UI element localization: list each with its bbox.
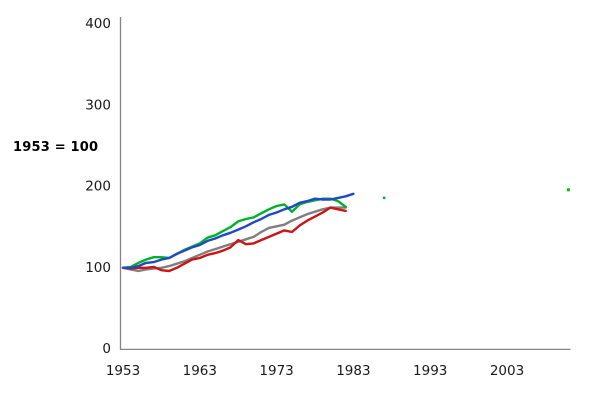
x-tick-label: 1983: [336, 363, 370, 379]
y-tick-label: 300: [85, 97, 111, 113]
blue-series-line: [121, 192, 355, 269]
x-tick-label: 2003: [490, 363, 524, 379]
green-stray-point: [382, 196, 386, 200]
y-tick-label: 400: [85, 16, 111, 32]
red-series-line: [121, 206, 347, 273]
x-tick-label: 1993: [413, 363, 447, 379]
green-stray-point: [566, 188, 570, 192]
y-tick-label: 0: [102, 341, 111, 357]
green-series-line: [121, 197, 347, 269]
y-tick-label: 100: [85, 260, 111, 276]
y-axis-base-note: 1953 = 100: [13, 140, 99, 155]
x-tick-label: 1953: [106, 363, 140, 379]
y-tick-label: 200: [85, 179, 111, 195]
x-tick-label: 1973: [259, 363, 293, 379]
x-tick-label: 1963: [183, 363, 217, 379]
